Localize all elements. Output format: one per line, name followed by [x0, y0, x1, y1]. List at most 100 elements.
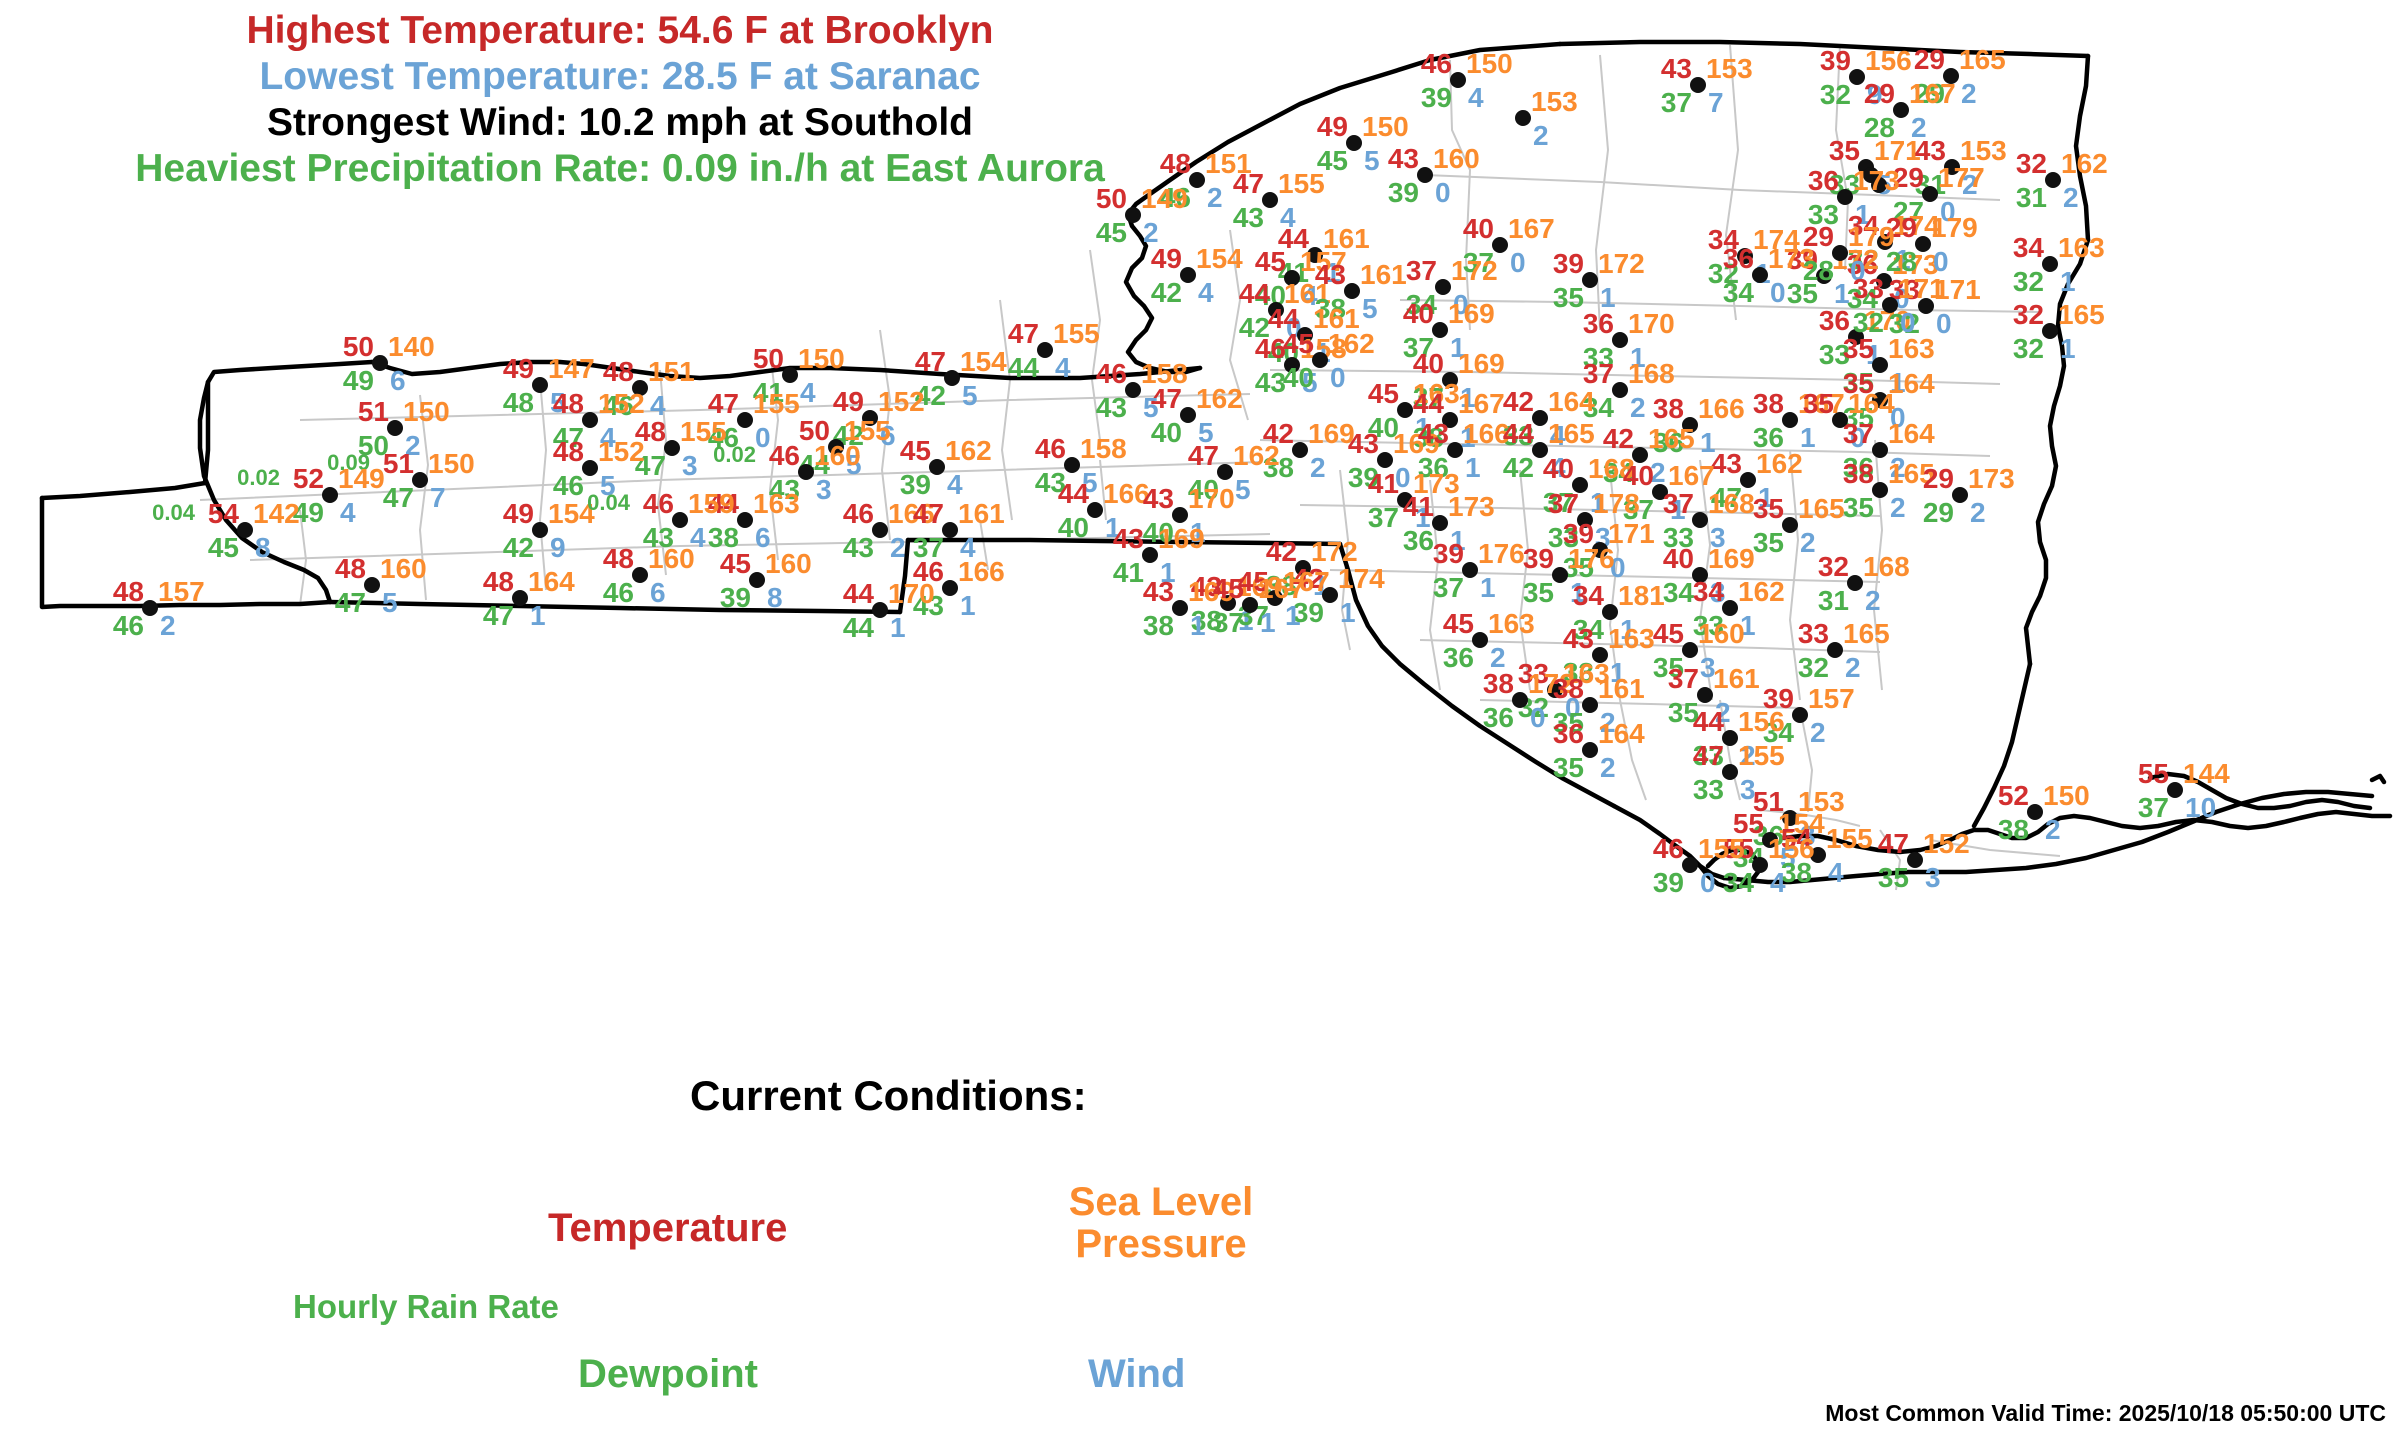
station-dot [1262, 192, 1278, 208]
legend-rain-rate: Hourly Rain Rate [293, 1288, 559, 1325]
station-dot [1872, 442, 1888, 458]
station-wind: 2 [2045, 814, 2061, 845]
station-dewpoint: 38 [1190, 605, 1222, 636]
station-wind: 7 [1708, 87, 1724, 118]
station-wind: 5 [962, 380, 978, 411]
station-dot [1377, 452, 1393, 468]
station-dewpoint: 35 [1786, 278, 1818, 309]
station-pressure: 162 [1756, 448, 1803, 479]
station-temperature: 48 [602, 543, 634, 574]
station-dewpoint: 33 [1582, 342, 1614, 373]
station-temperature: 39 [1786, 244, 1818, 275]
station-dot [1782, 412, 1798, 428]
station-dot [532, 522, 548, 538]
station-dewpoint: 47 [1710, 482, 1742, 513]
station-wind: 5 [1143, 392, 1159, 423]
station-pressure: 167 [1909, 78, 1956, 109]
station-temperature: 44 [1238, 278, 1270, 309]
station-wind: 2 [890, 532, 906, 563]
station-pressure: 153 [1960, 135, 2007, 166]
station-wind: 2 [2063, 182, 2079, 213]
station-temperature: 48 [334, 553, 366, 584]
station-dewpoint: 36 [1417, 452, 1449, 483]
station-dot [1397, 492, 1413, 508]
station-wind: 4 [650, 390, 666, 421]
station-dot [1295, 560, 1311, 576]
station-dewpoint: 34 [1572, 614, 1604, 645]
station-pressure: 157 [1300, 246, 1347, 277]
station-dewpoint: 29 [1922, 497, 1954, 528]
station-temperature: 29 [1913, 44, 1945, 75]
station-dot [944, 370, 960, 386]
station-dewpoint: 32 [1847, 244, 1879, 275]
station-dot [798, 464, 814, 480]
station-temperature: 29 [1802, 221, 1834, 252]
station-pressure: 167 [1508, 213, 1555, 244]
station-temperature: 46 [642, 488, 674, 519]
station-wind: 0 [1850, 422, 1866, 453]
station-temperature: 42 [1602, 423, 1634, 454]
station-dot [664, 440, 680, 456]
station-pressure: 162 [1328, 328, 1375, 359]
station-dewpoint: 32 [1707, 258, 1739, 289]
station-dot [1847, 575, 1863, 591]
station-pressure: 169 [1393, 428, 1440, 459]
station-dewpoint: 42 [1238, 312, 1270, 343]
station-dewpoint: 42 [1150, 277, 1182, 308]
station-pressure: 171 [1898, 273, 1945, 304]
station-wind: 3 [1710, 522, 1726, 553]
station-wind: 2 [1740, 740, 1756, 771]
station-dot [412, 472, 428, 488]
station-wind: 0 [1890, 402, 1906, 433]
station-pressure: 179 [1848, 221, 1895, 252]
station-dewpoint: 40 [1057, 512, 1089, 543]
station-temperature: 34 [1692, 576, 1724, 607]
station-temperature: 41 [1402, 491, 1434, 522]
station-pressure: 161 [1713, 663, 1760, 694]
station-dot [2027, 804, 2043, 820]
station-dot [1142, 547, 1158, 563]
station-temperature: 29 [1885, 212, 1917, 243]
station-wind: 2 [1143, 217, 1159, 248]
station-temperature: 43 [1190, 571, 1222, 602]
station-temperature: 39 [1522, 543, 1554, 574]
strongest-wind-line: Strongest Wind: 10.2 mph at Southold [267, 101, 973, 145]
station-dot [1863, 167, 1879, 183]
station-dot [1472, 632, 1488, 648]
station-dot [2167, 782, 2183, 798]
station-dewpoint: 38 [1142, 610, 1174, 641]
station-dewpoint: 33 [1562, 657, 1594, 688]
station-wind: 0 [1530, 702, 1546, 733]
station-dewpoint: 45 [1095, 217, 1127, 248]
station-pressure: 171 [1934, 274, 1981, 305]
station-dewpoint: 33 [1807, 199, 1839, 230]
station-dot [1652, 484, 1668, 500]
station-pressure: 155 [753, 388, 800, 419]
station-dot [1816, 268, 1832, 284]
station-temperature: 34 [1707, 224, 1739, 255]
station-pressure: 154 [1196, 243, 1243, 274]
station-wind: 1 [1610, 657, 1626, 688]
station-wind: 1 [1160, 557, 1176, 588]
station-temperature: 44 [1277, 223, 1309, 254]
station-temperature: 43 [1112, 523, 1144, 554]
station-rain-rate: 0.09 [327, 450, 370, 475]
station-dot [1612, 332, 1628, 348]
station-pressure: 163 [1888, 333, 1935, 364]
station-dewpoint: 43 [768, 474, 800, 505]
station-temperature: 45 [1254, 246, 1286, 277]
station-wind: 0 [1610, 552, 1626, 583]
station-pressure: 174 [1753, 224, 1800, 255]
station-temperature: 45 [1282, 328, 1314, 359]
station-pressure: 154 [548, 498, 595, 529]
station-temperature: 48 [482, 566, 514, 597]
station-wind: 1 [1285, 600, 1301, 631]
station-pressure: 164 [1888, 368, 1935, 399]
station-wind: 0 [755, 422, 771, 453]
station-dot [2042, 323, 2058, 339]
station-wind: 1 [1260, 607, 1276, 638]
station-dot [1180, 267, 1196, 283]
station-dot [364, 577, 380, 593]
station-pressure: 157 [1808, 683, 1855, 714]
